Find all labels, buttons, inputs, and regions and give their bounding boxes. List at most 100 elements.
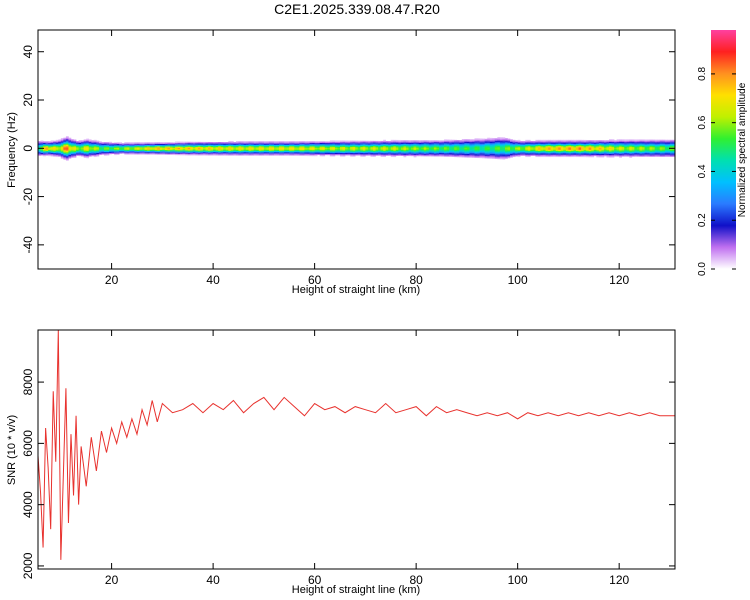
heatmap-cell: [355, 152, 359, 155]
heatmap-cell: [510, 140, 513, 142]
heatmap-cell: [81, 142, 84, 145]
heatmap-cell: [266, 153, 270, 155]
heatmap-cell: [636, 151, 640, 154]
heatmap-cell: [540, 153, 544, 155]
heatmap-cell: [116, 144, 120, 147]
heatmap-cell: [261, 154, 265, 156]
heatmap-cell: [631, 140, 635, 143]
heatmap-cell: [139, 151, 143, 154]
heatmap-cell: [527, 141, 531, 143]
heatmap-cell: [271, 148, 275, 150]
heatmap-cell: [43, 154, 46, 157]
heatmap-cell: [492, 146, 496, 148]
heatmap-cell: [624, 147, 628, 150]
heatmap-cell: [98, 143, 102, 146]
heatmap-cell: [398, 148, 402, 150]
heatmap-cell: [50, 147, 54, 150]
heatmap-cell: [215, 146, 219, 149]
heatmap-cell: [487, 153, 491, 155]
heatmap-cell: [621, 151, 625, 153]
heatmap-cell: [129, 144, 133, 147]
heatmap-cell: [385, 142, 389, 144]
heatmap-cell: [83, 141, 87, 144]
heatmap-cell: [517, 155, 521, 158]
heatmap-cell: [408, 152, 412, 154]
heatmap-cell: [65, 159, 69, 161]
heatmap-cell: [631, 147, 635, 150]
heatmap-cell: [657, 152, 661, 155]
heatmap-cell: [370, 150, 374, 153]
heatmap-cell: [555, 139, 559, 142]
heatmap-cell: [497, 145, 501, 148]
heatmap-cell: [215, 152, 219, 155]
heatmap-cell: [152, 143, 156, 145]
heatmap-cell: [175, 148, 178, 151]
heatmap-cell: [502, 142, 506, 144]
colorbar-tick-label: 0.2: [697, 213, 708, 227]
heatmap-cell: [205, 143, 209, 145]
heatmap-cell: [499, 144, 503, 147]
heatmap-cell: [365, 140, 369, 143]
heatmap-cell: [543, 142, 546, 144]
heatmap-cell: [70, 156, 74, 158]
heatmap-cell: [578, 147, 582, 149]
heatmap-cell: [598, 147, 602, 149]
heatmap-cell: [327, 141, 331, 144]
heatmap-cell: [81, 146, 84, 148]
heatmap-cell: [553, 150, 557, 153]
heatmap-cell: [601, 148, 605, 151]
heatmap-cell: [228, 153, 232, 155]
heatmap-cell: [192, 144, 196, 146]
heatmap-cell: [515, 146, 518, 148]
heatmap-cell: [144, 149, 148, 152]
heatmap-cell: [563, 150, 567, 153]
heatmap-cell: [248, 145, 252, 148]
heatmap-cell: [469, 141, 473, 144]
heatmap-cell: [177, 152, 181, 154]
heatmap-cell: [276, 145, 280, 148]
heatmap-cell: [553, 143, 557, 145]
heatmap-cell: [357, 152, 361, 155]
heatmap-cell: [484, 138, 488, 141]
heatmap-cell: [304, 153, 308, 155]
heatmap-cell: [499, 155, 503, 157]
heatmap-cell: [185, 145, 189, 147]
heatmap-cell: [654, 145, 658, 148]
heatmap-cell: [543, 149, 546, 152]
heatmap-cell: [164, 142, 168, 145]
heatmap-cell: [291, 141, 295, 143]
heatmap-cell: [525, 145, 529, 148]
heatmap-cell: [535, 144, 539, 147]
heatmap-cell: [126, 145, 130, 148]
heatmap-cell: [456, 142, 460, 144]
heatmap-cell: [515, 152, 518, 155]
heatmap-cell: [588, 142, 592, 144]
heatmap-cell: [649, 142, 653, 144]
heatmap-cell: [629, 149, 633, 151]
heatmap-cell: [91, 147, 95, 149]
heatmap-cell: [195, 147, 199, 150]
heatmap-cell: [50, 140, 54, 142]
heatmap-cell: [195, 150, 199, 152]
heatmap-cell: [65, 157, 69, 160]
heatmap-cell: [438, 153, 442, 156]
heatmap-cell: [309, 154, 313, 157]
heatmap-cell: [570, 150, 574, 153]
heatmap-cell: [578, 148, 582, 150]
heatmap-cell: [558, 144, 562, 147]
heatmap-cell: [248, 143, 252, 145]
heatmap-cell: [370, 154, 374, 156]
heatmap-cell: [58, 139, 62, 142]
heatmap-cell: [235, 147, 239, 149]
heatmap-cell: [477, 149, 480, 151]
heatmap-cell: [106, 154, 110, 156]
heatmap-cell: [400, 150, 404, 153]
heatmap-cell: [58, 143, 62, 145]
heatmap-cell: [497, 151, 501, 154]
heatmap-cell: [202, 145, 206, 148]
heatmap-cell: [624, 143, 628, 145]
heatmap-cell: [88, 152, 92, 155]
heatmap-cell: [535, 139, 539, 142]
heatmap-cell: [86, 148, 90, 150]
heatmap-cell: [131, 145, 135, 148]
